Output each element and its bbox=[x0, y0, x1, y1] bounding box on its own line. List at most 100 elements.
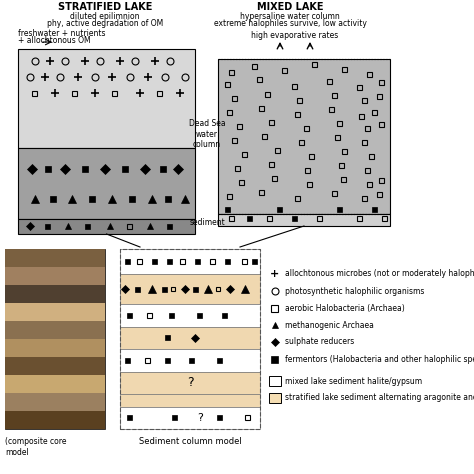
Bar bbox=[128, 313, 133, 318]
Bar bbox=[377, 191, 383, 197]
Bar bbox=[269, 393, 281, 403]
Text: hypersaline water column: hypersaline water column bbox=[240, 12, 340, 21]
Bar bbox=[198, 313, 202, 318]
Bar bbox=[363, 195, 367, 201]
Bar bbox=[167, 259, 173, 264]
Bar bbox=[165, 335, 171, 340]
Text: extreme halophiles survive, low activity: extreme halophiles survive, low activity bbox=[214, 19, 366, 28]
Text: stratified lake sediment alternating aragonite and...: stratified lake sediment alternating ara… bbox=[285, 393, 474, 402]
Bar bbox=[312, 62, 318, 66]
Bar bbox=[343, 148, 347, 154]
Bar bbox=[181, 259, 185, 264]
Bar bbox=[367, 72, 373, 76]
Bar bbox=[300, 139, 304, 145]
Bar bbox=[222, 313, 228, 318]
Bar bbox=[46, 224, 51, 228]
Bar bbox=[153, 259, 157, 264]
Text: sulphate reducers: sulphate reducers bbox=[285, 337, 354, 346]
Bar bbox=[5, 267, 105, 285]
Bar bbox=[18, 49, 195, 148]
Text: +: + bbox=[270, 269, 280, 279]
Bar bbox=[365, 126, 371, 130]
Bar bbox=[5, 321, 105, 339]
Bar bbox=[373, 109, 377, 115]
Bar bbox=[73, 91, 78, 95]
Bar bbox=[253, 259, 257, 264]
Bar bbox=[270, 162, 274, 166]
Bar bbox=[33, 91, 37, 95]
Bar bbox=[336, 135, 340, 139]
Bar bbox=[120, 394, 260, 407]
Bar bbox=[237, 124, 243, 128]
Text: allochtonous microbes (not or moderately haloph...: allochtonous microbes (not or moderately… bbox=[285, 270, 474, 279]
Bar bbox=[120, 327, 260, 349]
Bar bbox=[295, 195, 301, 201]
Bar bbox=[267, 216, 273, 220]
Bar bbox=[165, 196, 171, 202]
Bar bbox=[85, 224, 91, 228]
Bar bbox=[328, 79, 332, 83]
Bar bbox=[310, 154, 315, 158]
Bar bbox=[306, 167, 310, 173]
Bar bbox=[363, 139, 367, 145]
Bar bbox=[5, 249, 105, 429]
Bar bbox=[275, 147, 281, 153]
Bar bbox=[318, 216, 322, 220]
Bar bbox=[243, 259, 247, 264]
Bar bbox=[126, 259, 130, 264]
Bar bbox=[228, 193, 233, 199]
Bar bbox=[5, 285, 105, 303]
Bar bbox=[359, 113, 365, 118]
Bar bbox=[292, 216, 298, 220]
Bar bbox=[5, 339, 105, 357]
Bar bbox=[269, 376, 281, 386]
Text: methanogenic Archaea: methanogenic Archaea bbox=[285, 320, 374, 329]
Bar bbox=[122, 166, 128, 172]
Bar bbox=[228, 109, 233, 115]
Bar bbox=[380, 121, 384, 127]
Bar bbox=[265, 91, 271, 97]
Bar bbox=[218, 415, 222, 420]
Bar bbox=[373, 207, 377, 211]
Bar bbox=[165, 358, 171, 363]
Bar bbox=[120, 407, 260, 429]
Text: STRATIFIED LAKE: STRATIFIED LAKE bbox=[58, 2, 152, 12]
Bar bbox=[357, 84, 363, 90]
Bar bbox=[295, 111, 301, 117]
Bar bbox=[157, 91, 163, 95]
Bar bbox=[171, 287, 175, 291]
Bar bbox=[292, 83, 298, 89]
Text: ?: ? bbox=[187, 376, 193, 389]
Bar bbox=[304, 126, 310, 130]
Bar bbox=[160, 166, 166, 172]
Bar bbox=[126, 358, 130, 363]
Bar bbox=[5, 375, 105, 393]
Text: sediment: sediment bbox=[189, 218, 225, 227]
Bar bbox=[259, 190, 264, 194]
Bar bbox=[257, 76, 263, 82]
Bar bbox=[18, 148, 195, 219]
Text: Dead Sea
water
column: Dead Sea water column bbox=[189, 119, 225, 149]
Bar bbox=[380, 177, 384, 182]
Bar bbox=[218, 214, 390, 226]
Bar bbox=[298, 98, 302, 102]
Bar bbox=[5, 303, 105, 321]
Bar bbox=[120, 274, 260, 304]
Text: high evaporative rates: high evaporative rates bbox=[251, 31, 338, 40]
Bar bbox=[50, 196, 56, 202]
Bar bbox=[243, 152, 247, 156]
Bar bbox=[167, 224, 173, 228]
Bar bbox=[365, 167, 371, 173]
Bar bbox=[163, 286, 167, 292]
Bar bbox=[137, 259, 143, 264]
Bar bbox=[128, 224, 133, 228]
Bar bbox=[147, 313, 153, 318]
Bar bbox=[272, 304, 279, 311]
Bar bbox=[229, 216, 235, 220]
Bar bbox=[383, 216, 388, 220]
Bar bbox=[136, 286, 140, 292]
Bar bbox=[173, 415, 177, 420]
Bar bbox=[129, 196, 135, 202]
Bar bbox=[45, 166, 51, 172]
Text: diluted epilimnion: diluted epilimnion bbox=[70, 12, 140, 21]
